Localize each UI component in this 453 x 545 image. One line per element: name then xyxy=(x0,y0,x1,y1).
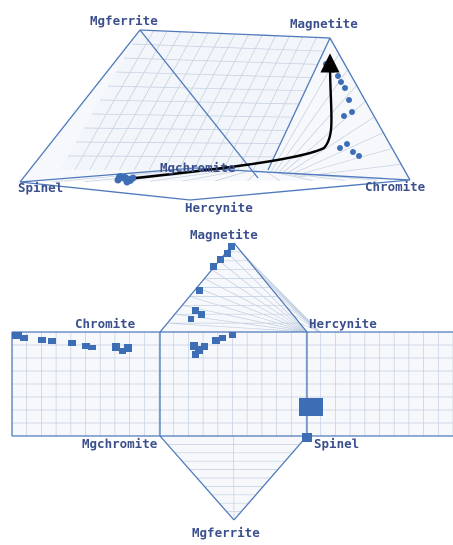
prism-data-points xyxy=(114,61,362,186)
label-spinel-net: Spinel xyxy=(314,436,359,451)
prism-grid xyxy=(52,30,402,183)
label-hercynite-net: Hercynite xyxy=(309,316,377,331)
label-hercynite-3d: Hercynite xyxy=(185,200,253,215)
label-spinel-3d: Spinel xyxy=(18,180,63,195)
prism-3d-panel: Mgferrite Magnetite Spinel Mgchromite He… xyxy=(18,13,426,215)
trend-arrow xyxy=(135,53,340,180)
label-chromite-net: Chromite xyxy=(75,316,136,331)
label-mgchromite-net: Mgchromite xyxy=(82,436,158,451)
prism-edges xyxy=(19,29,411,201)
net-data-points xyxy=(12,243,323,442)
net-edges xyxy=(11,242,453,521)
net-2d-panel: Magnetite Chromite Hercynite Mgchromite … xyxy=(11,227,453,540)
label-mgferrite-net: Mgferrite xyxy=(192,525,260,540)
label-mgchromite-3d: Mgchromite xyxy=(160,160,236,175)
label-magnetite-net: Magnetite xyxy=(190,227,258,242)
label-magnetite-3d: Magnetite xyxy=(290,16,358,31)
label-mgferrite-3d: Mgferrite xyxy=(90,13,158,28)
label-chromite-3d: Chromite xyxy=(365,179,426,194)
